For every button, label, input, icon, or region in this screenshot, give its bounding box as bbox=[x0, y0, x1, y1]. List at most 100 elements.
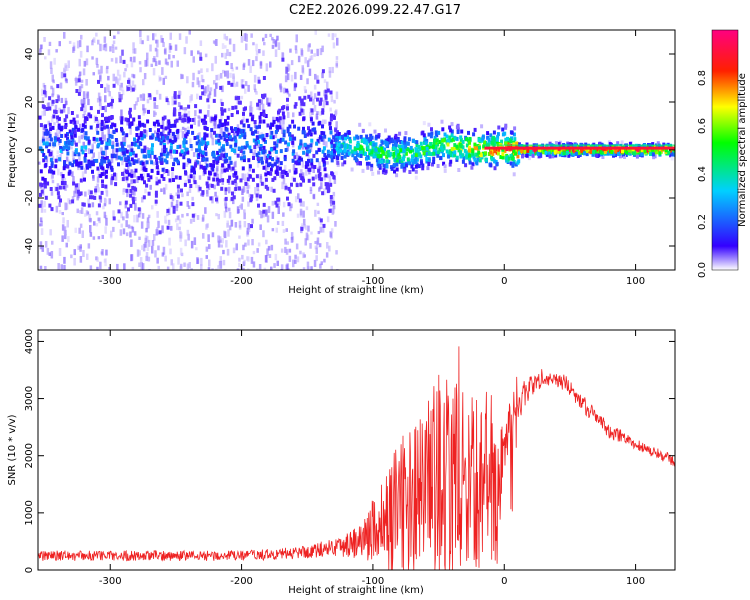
spectrogram-cell bbox=[97, 79, 100, 84]
spectrogram-cell bbox=[147, 177, 151, 182]
spectrogram-noise-cell bbox=[42, 124, 46, 131]
spectrogram-noise-cell bbox=[260, 146, 264, 151]
spectrogram-noise-cell bbox=[247, 184, 251, 189]
spectrogram-cell bbox=[326, 189, 330, 194]
spectrogram-cell bbox=[278, 139, 282, 144]
spectrogram-cell bbox=[112, 130, 116, 134]
spectrogram-noise-cell bbox=[101, 249, 104, 256]
spectrogram-cell bbox=[139, 133, 143, 137]
spectrogram-noise-cell bbox=[262, 230, 265, 238]
spectrogram-noise-cell bbox=[302, 267, 306, 270]
spectrogram-cell bbox=[44, 163, 48, 167]
spectrogram-cell bbox=[253, 120, 257, 124]
spectrogram-cell bbox=[184, 140, 188, 145]
spectrogram-noise-cell bbox=[288, 255, 292, 262]
spectrogram-cell bbox=[315, 141, 319, 146]
spectrogram-cell bbox=[384, 128, 387, 133]
spectrogram-cell bbox=[286, 97, 289, 102]
spectrogram-noise-cell bbox=[320, 182, 323, 189]
spectrogram-noise-cell bbox=[126, 213, 129, 219]
spectrogram-cell bbox=[468, 160, 472, 165]
spectrogram-noise-cell bbox=[77, 245, 80, 250]
spectrogram-cell bbox=[50, 207, 54, 212]
spectrogram-cell bbox=[275, 165, 279, 170]
spectrogram-cell bbox=[293, 124, 296, 129]
spectrogram-noise-cell bbox=[158, 93, 162, 100]
spectrogram-noise-cell bbox=[256, 189, 260, 196]
spectrogram-cell bbox=[478, 145, 481, 150]
spectrogram-cell bbox=[295, 183, 299, 188]
spectrogram-noise-cell bbox=[295, 243, 299, 250]
spectrogram-cell bbox=[426, 166, 430, 171]
spectrogram-noise-cell bbox=[80, 207, 84, 214]
spectrogram-cell bbox=[101, 184, 105, 188]
spectrogram-noise-cell bbox=[120, 211, 123, 219]
spectrogram-noise-cell bbox=[38, 161, 41, 165]
spectrogram-cell bbox=[83, 119, 87, 124]
spectrogram-cell bbox=[162, 152, 166, 157]
spectrogram-noise-cell bbox=[187, 205, 191, 209]
spectrogram-cell bbox=[557, 142, 561, 147]
spectrogram-cell bbox=[306, 144, 310, 149]
spectrogram-cell bbox=[254, 141, 258, 145]
spectrogram-cell bbox=[155, 119, 159, 124]
spectrogram-cell bbox=[411, 161, 415, 166]
spectrogram-noise-cell bbox=[103, 43, 107, 48]
spectrogram-cell bbox=[307, 94, 311, 99]
spectrogram-cell bbox=[335, 147, 338, 152]
spectrogram-cell bbox=[327, 184, 331, 189]
spectrogram-noise-cell bbox=[308, 68, 312, 76]
spectrogram-cell bbox=[147, 191, 151, 196]
spectrogram-noise-cell bbox=[81, 171, 85, 179]
spectrogram-noise-cell bbox=[281, 52, 284, 60]
spectrogram-cell bbox=[353, 147, 357, 152]
spectrogram-noise-cell bbox=[170, 155, 173, 160]
spectrogram-noise-cell bbox=[275, 139, 279, 147]
spectrogram-cell bbox=[166, 208, 170, 213]
spectrogram-cell bbox=[40, 183, 44, 188]
spectrogram-noise-cell bbox=[86, 45, 89, 53]
spectrogram-noise-cell bbox=[145, 252, 149, 258]
spectrogram-cell bbox=[548, 151, 552, 156]
spectrogram-cell bbox=[459, 137, 463, 142]
spectrogram-cell bbox=[558, 152, 562, 157]
spectrogram-cell bbox=[153, 121, 157, 126]
spectrogram-cell bbox=[205, 133, 209, 138]
spectrogram-cell bbox=[97, 142, 101, 147]
spectrogram-noise-cell bbox=[53, 122, 56, 126]
spectrogram-cell bbox=[385, 141, 389, 146]
spectrogram-noise-cell bbox=[203, 91, 207, 96]
spectrogram-cell bbox=[203, 135, 207, 140]
spectrogram-noise-cell bbox=[170, 60, 173, 68]
spectrogram-cell bbox=[73, 133, 77, 138]
spectrogram-noise-cell bbox=[137, 158, 140, 164]
spectrogram-noise-cell bbox=[65, 156, 69, 162]
spectrogram-noise-cell bbox=[241, 188, 244, 195]
spectrogram-cell bbox=[328, 208, 332, 213]
spectrogram-noise-cell bbox=[209, 183, 212, 187]
spectrogram-cell bbox=[161, 116, 165, 121]
spectrogram-cell bbox=[129, 203, 133, 208]
spectrogram-noise-cell bbox=[186, 263, 190, 270]
spectrogram-cell bbox=[551, 152, 555, 157]
spectrogram-cell bbox=[163, 115, 167, 120]
spectrogram-noise-cell bbox=[51, 240, 54, 245]
spectrogram-cell bbox=[157, 179, 161, 184]
spectrogram-cell bbox=[163, 149, 166, 154]
spectrogram-cell bbox=[604, 149, 608, 154]
spectrogram-cell bbox=[285, 172, 289, 177]
spectrogram-noise-cell bbox=[167, 101, 170, 106]
spectrogram-cell bbox=[42, 105, 46, 110]
spectrogram-noise-cell bbox=[96, 266, 99, 270]
spectrogram-noise-cell bbox=[247, 223, 250, 230]
spectrogram-cell bbox=[568, 142, 572, 147]
spectrogram-noise-cell bbox=[105, 83, 109, 91]
spectrogram-noise-cell bbox=[228, 161, 231, 166]
spectrogram-noise-cell bbox=[214, 40, 217, 45]
spectrogram-cell bbox=[71, 127, 75, 132]
spectrogram-noise-cell bbox=[327, 33, 331, 37]
spectrogram-cell bbox=[324, 173, 328, 178]
spectrogram-cell bbox=[281, 106, 284, 111]
spectrogram-cell bbox=[540, 148, 544, 152]
spectrogram-cell bbox=[171, 131, 175, 136]
